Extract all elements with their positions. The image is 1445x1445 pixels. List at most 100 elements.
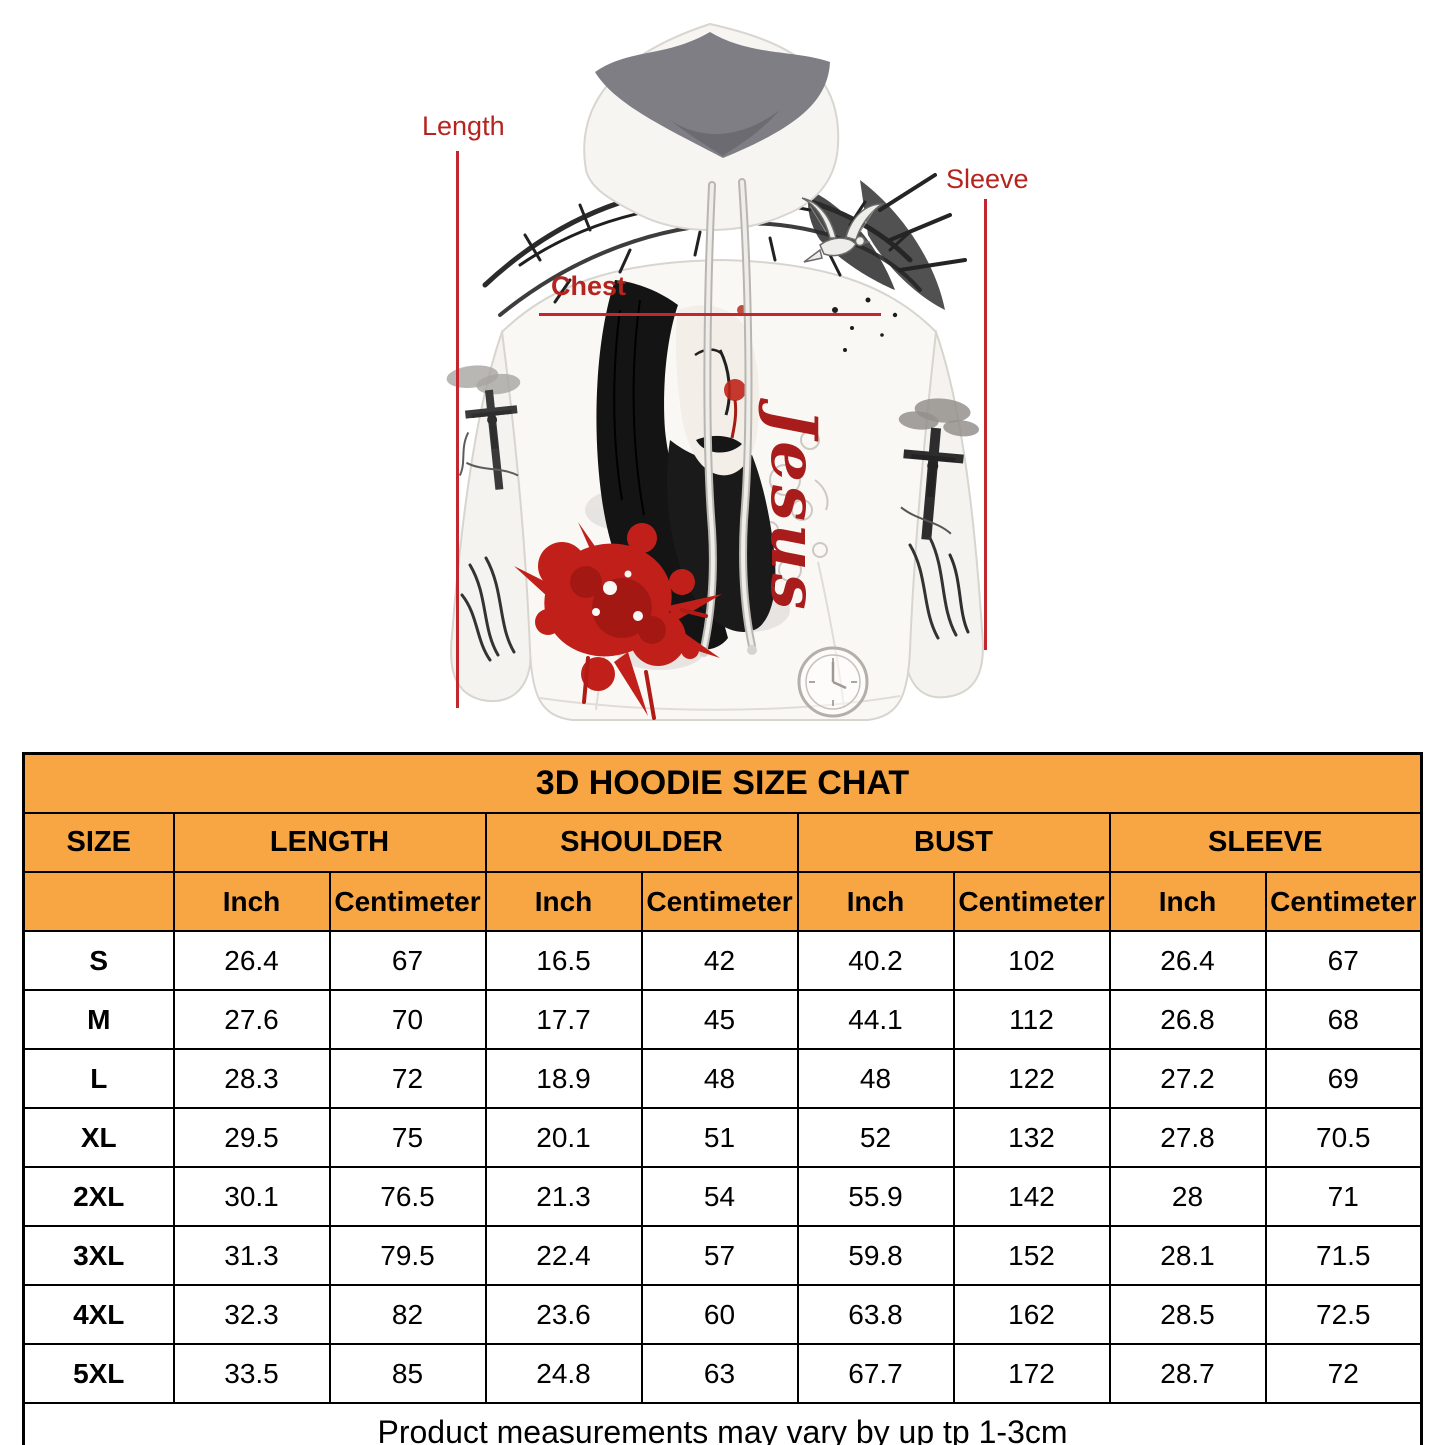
value-cell: 16.5 bbox=[484, 930, 643, 991]
table-row-2xl: 2XL 30.1 76.5 21.3 54 55.9 142 28 71 bbox=[22, 1166, 1423, 1227]
hoodie-measure-diagram: Jesus Length Sleeve Chest bbox=[422, 22, 1029, 721]
value-cell: 85 bbox=[328, 1343, 487, 1404]
value-cell: 67 bbox=[328, 930, 487, 991]
value-cell: 67.7 bbox=[796, 1343, 955, 1404]
value-cell: 48 bbox=[796, 1048, 955, 1109]
right-sleeve-crucifix bbox=[898, 398, 980, 541]
col-header-bust: BUST bbox=[796, 812, 1111, 873]
value-cell: 29.5 bbox=[172, 1107, 331, 1168]
unit-header: Centimeter bbox=[1264, 871, 1423, 932]
value-cell: 63.8 bbox=[796, 1284, 955, 1345]
size-cell: M bbox=[22, 989, 175, 1050]
table-row-l: L 28.3 72 18.9 48 48 122 27.2 69 bbox=[22, 1048, 1423, 1109]
value-cell: 27.6 bbox=[172, 989, 331, 1050]
unit-header: Inch bbox=[172, 871, 331, 932]
table-row-5xl: 5XL 33.5 85 24.8 63 67.7 172 28.7 72 bbox=[22, 1343, 1423, 1404]
value-cell: 33.5 bbox=[172, 1343, 331, 1404]
measurement-note: Product measurements may vary by up tp 1… bbox=[22, 1402, 1423, 1445]
size-cell: 3XL bbox=[22, 1225, 175, 1286]
value-cell: 32.3 bbox=[172, 1284, 331, 1345]
value-cell: 112 bbox=[952, 989, 1111, 1050]
unit-header: Centimeter bbox=[952, 871, 1111, 932]
unit-header: Centimeter bbox=[640, 871, 799, 932]
value-cell: 71 bbox=[1264, 1166, 1423, 1227]
blood-splatter bbox=[514, 522, 722, 720]
value-cell: 24.8 bbox=[484, 1343, 643, 1404]
value-cell: 152 bbox=[952, 1225, 1111, 1286]
sleeve-measure-line bbox=[984, 199, 987, 650]
unit-header: Inch bbox=[1108, 871, 1267, 932]
value-cell: 30.1 bbox=[172, 1166, 331, 1227]
sleeve-annotation-label: Sleeve bbox=[946, 164, 1029, 194]
value-cell: 27.2 bbox=[1108, 1048, 1267, 1109]
value-cell: 79.5 bbox=[328, 1225, 487, 1286]
col-header-size: SIZE bbox=[22, 812, 175, 873]
value-cell: 17.7 bbox=[484, 989, 643, 1050]
table-title-row: 3D HOODIE SIZE CHAT bbox=[22, 752, 1423, 814]
value-cell: 28.1 bbox=[1108, 1225, 1267, 1286]
value-cell: 57 bbox=[640, 1225, 799, 1286]
value-cell: 162 bbox=[952, 1284, 1111, 1345]
value-cell: 52 bbox=[796, 1107, 955, 1168]
value-cell: 72 bbox=[1264, 1343, 1423, 1404]
pocket-watch-graphic bbox=[797, 646, 869, 718]
unit-header: Inch bbox=[484, 871, 643, 932]
value-cell: 22.4 bbox=[484, 1225, 643, 1286]
chest-annotation-label: Chest bbox=[551, 271, 627, 301]
size-cell: L bbox=[22, 1048, 175, 1109]
value-cell: 82 bbox=[328, 1284, 487, 1345]
size-cell: 4XL bbox=[22, 1284, 175, 1345]
size-chart-table: 3D HOODIE SIZE CHAT SIZE LENGTH SHOULDER… bbox=[22, 752, 1423, 1445]
unit-header-empty bbox=[22, 871, 175, 932]
size-cell: S bbox=[22, 930, 175, 991]
value-cell: 21.3 bbox=[484, 1166, 643, 1227]
value-cell: 72 bbox=[328, 1048, 487, 1109]
value-cell: 55.9 bbox=[796, 1166, 955, 1227]
value-cell: 68 bbox=[1264, 989, 1423, 1050]
size-cell: XL bbox=[22, 1107, 175, 1168]
col-header-shoulder: SHOULDER bbox=[484, 812, 799, 873]
drawstrings bbox=[699, 178, 757, 657]
value-cell: 72.5 bbox=[1264, 1284, 1423, 1345]
size-cell: 5XL bbox=[22, 1343, 175, 1404]
value-cell: 76.5 bbox=[328, 1166, 487, 1227]
table-column-header-row: SIZE LENGTH SHOULDER BUST SLEEVE bbox=[22, 812, 1423, 873]
table-row-m: M 27.6 70 17.7 45 44.1 112 26.8 68 bbox=[22, 989, 1423, 1050]
table-row-4xl: 4XL 32.3 82 23.6 60 63.8 162 28.5 72.5 bbox=[22, 1284, 1423, 1345]
value-cell: 122 bbox=[952, 1048, 1111, 1109]
col-header-sleeve: SLEEVE bbox=[1108, 812, 1423, 873]
value-cell: 69 bbox=[1264, 1048, 1423, 1109]
table-unit-header-row: Inch Centimeter Inch Centimeter Inch Cen… bbox=[22, 871, 1423, 932]
dove-icon bbox=[801, 197, 885, 263]
value-cell: 31.3 bbox=[172, 1225, 331, 1286]
value-cell: 40.2 bbox=[796, 930, 955, 991]
value-cell: 28.7 bbox=[1108, 1343, 1267, 1404]
value-cell: 71.5 bbox=[1264, 1225, 1423, 1286]
jesus-vertical-text: Jesus bbox=[756, 397, 831, 613]
unit-header: Inch bbox=[796, 871, 955, 932]
value-cell: 20.1 bbox=[484, 1107, 643, 1168]
table-row-xl: XL 29.5 75 20.1 51 52 132 27.8 70.5 bbox=[22, 1107, 1423, 1168]
value-cell: 102 bbox=[952, 930, 1111, 991]
table-row-3xl: 3XL 31.3 79.5 22.4 57 59.8 152 28.1 71.5 bbox=[22, 1225, 1423, 1286]
hoodie-illustration: Jesus bbox=[446, 22, 984, 721]
ink-speckles bbox=[832, 297, 898, 352]
value-cell: 26.4 bbox=[172, 930, 331, 991]
value-cell: 45 bbox=[640, 989, 799, 1050]
hood-interior bbox=[595, 32, 830, 158]
value-cell: 67 bbox=[1264, 930, 1423, 991]
value-cell: 28.5 bbox=[1108, 1284, 1267, 1345]
chest-measure-line bbox=[539, 313, 881, 316]
value-cell: 42 bbox=[640, 930, 799, 991]
value-cell: 54 bbox=[640, 1166, 799, 1227]
value-cell: 18.9 bbox=[484, 1048, 643, 1109]
left-sleeve-crucifix bbox=[446, 365, 521, 490]
value-cell: 51 bbox=[640, 1107, 799, 1168]
length-annotation-label: Length bbox=[422, 111, 505, 141]
table-note-row: Product measurements may vary by up tp 1… bbox=[22, 1402, 1423, 1445]
hood-interior-shadow bbox=[670, 110, 780, 156]
value-cell: 70.5 bbox=[1264, 1107, 1423, 1168]
value-cell: 27.8 bbox=[1108, 1107, 1267, 1168]
value-cell: 142 bbox=[952, 1166, 1111, 1227]
